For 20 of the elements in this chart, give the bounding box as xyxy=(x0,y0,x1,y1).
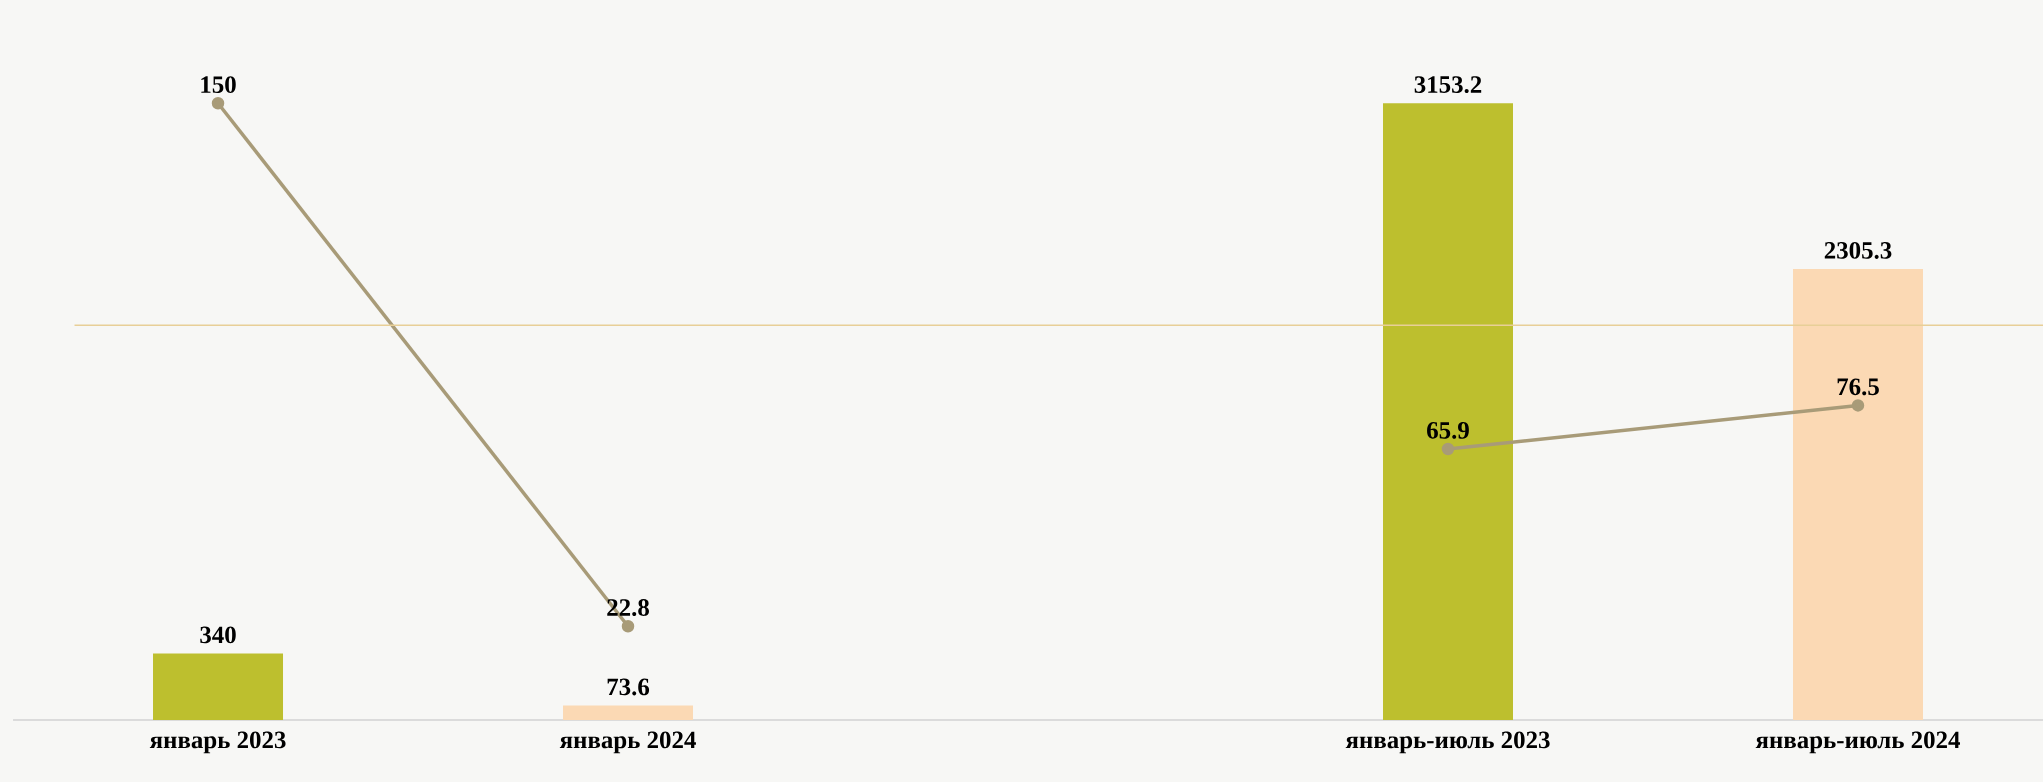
data-label: 65.9 xyxy=(1427,421,1469,439)
point xyxy=(621,619,635,633)
x-tick-label: январь-июль 2024 xyxy=(1755,731,1961,754)
bar xyxy=(153,653,284,720)
data-label: 2305.3 xyxy=(1824,241,1892,259)
bar xyxy=(1383,103,1513,720)
point xyxy=(211,96,225,110)
data-label: 150 xyxy=(201,76,236,94)
point xyxy=(1441,442,1455,456)
data-label: 340 xyxy=(200,626,236,644)
data-label: 76.5 xyxy=(1837,378,1879,396)
bar xyxy=(1792,269,1923,720)
point xyxy=(1851,399,1865,412)
data-label: 73.6 xyxy=(607,678,650,696)
data-label: 22.8 xyxy=(607,599,649,617)
data-label: 3153.2 xyxy=(1414,76,1482,94)
bar xyxy=(563,705,694,720)
x-tick-label: январь 2024 xyxy=(559,731,696,754)
x-tick-label: январь-июль 2023 xyxy=(1345,731,1550,754)
x-tick-label: январь 2023 xyxy=(149,731,286,754)
